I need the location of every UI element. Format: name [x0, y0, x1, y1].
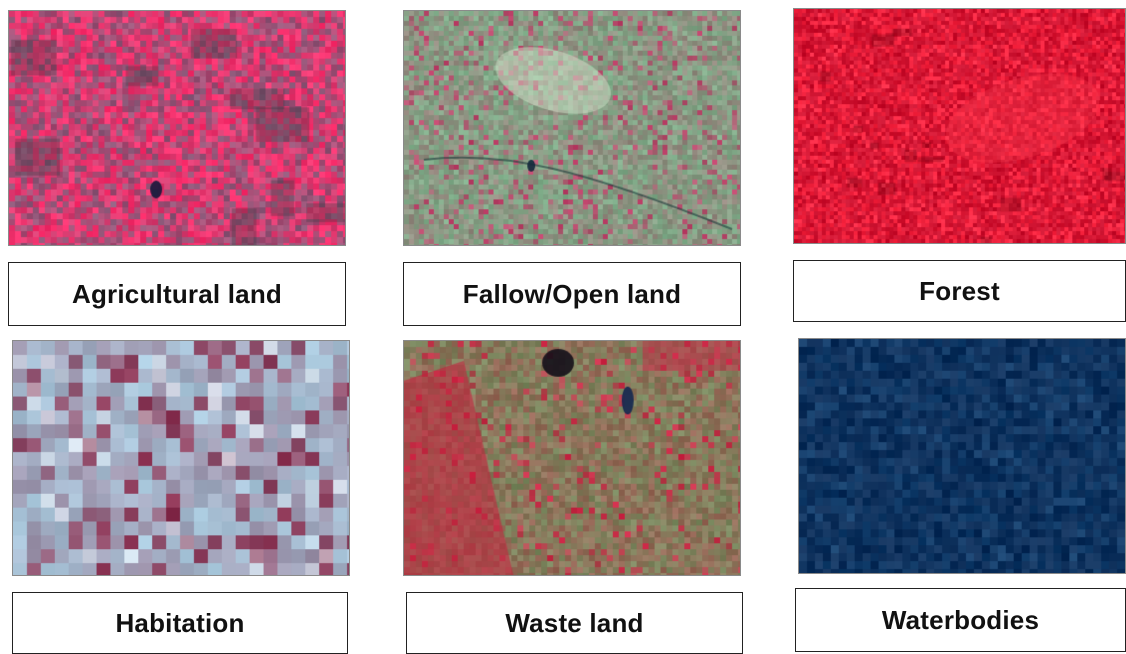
waste-land-image [403, 340, 741, 576]
agricultural-land-image [8, 10, 346, 246]
agricultural-land-label: Agricultural land [8, 262, 346, 326]
waterbodies-image [798, 338, 1126, 574]
forest-label: Forest [793, 260, 1126, 322]
fallow-open-land-label: Fallow/Open land [403, 262, 741, 326]
waterbodies-label: Waterbodies [795, 588, 1126, 652]
habitation-label: Habitation [12, 592, 348, 654]
habitation-image [12, 340, 350, 576]
waste-land-label: Waste land [406, 592, 743, 654]
fallow-open-land-image [403, 10, 741, 246]
forest-image [793, 8, 1126, 244]
